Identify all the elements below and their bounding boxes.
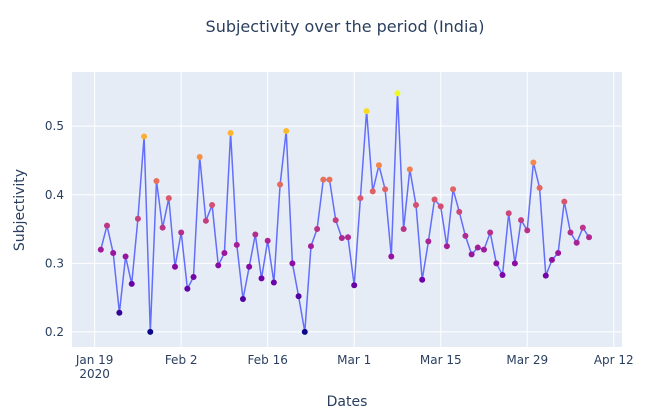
data-point xyxy=(233,241,240,248)
data-point xyxy=(456,208,463,215)
data-point xyxy=(561,198,568,205)
data-point xyxy=(326,176,333,183)
data-point xyxy=(252,231,259,238)
data-point xyxy=(301,328,308,335)
data-point xyxy=(134,215,141,222)
x-tick-label: Jan 19 2020 xyxy=(75,353,114,381)
data-point xyxy=(165,195,172,202)
data-point xyxy=(474,244,481,251)
y-tick-label: 0.4 xyxy=(45,188,64,202)
data-point xyxy=(153,178,160,185)
data-point xyxy=(579,224,586,231)
data-point xyxy=(406,166,413,173)
data-point xyxy=(190,274,197,281)
y-tick-label: 0.5 xyxy=(45,119,64,133)
data-point xyxy=(419,276,426,283)
y-axis-label: Subjectivity xyxy=(12,169,28,251)
data-point xyxy=(586,234,593,241)
data-point xyxy=(320,176,327,183)
data-point xyxy=(264,237,271,244)
chart-title: Subjectivity over the period (India) xyxy=(206,17,485,36)
data-point xyxy=(258,275,265,282)
data-point xyxy=(171,263,178,270)
data-point xyxy=(499,271,506,278)
x-tick-label: Apr 12 xyxy=(594,353,634,367)
data-point xyxy=(116,309,123,316)
data-point xyxy=(567,229,574,236)
data-point xyxy=(536,184,543,191)
data-point xyxy=(530,159,537,166)
data-point xyxy=(97,246,104,253)
data-point xyxy=(332,217,339,224)
x-axis-label: Dates xyxy=(327,394,368,410)
data-point xyxy=(542,272,549,279)
data-point xyxy=(400,226,407,233)
data-point xyxy=(202,217,209,224)
data-point xyxy=(141,133,148,140)
data-point xyxy=(443,243,450,250)
data-point xyxy=(270,279,277,286)
data-point xyxy=(431,196,438,203)
data-point xyxy=(104,222,111,229)
data-point xyxy=(518,217,525,224)
data-point xyxy=(215,262,222,269)
y-tick-label: 0.2 xyxy=(45,325,64,339)
data-point xyxy=(425,238,432,245)
data-point xyxy=(375,162,382,169)
data-point xyxy=(289,260,296,267)
data-point xyxy=(314,226,321,233)
data-point xyxy=(388,253,395,260)
data-point xyxy=(283,127,290,134)
data-point xyxy=(555,250,562,257)
x-tick-label: Mar 1 xyxy=(337,353,371,367)
data-point xyxy=(345,234,352,241)
data-point xyxy=(493,260,500,267)
data-point xyxy=(382,186,389,193)
data-point xyxy=(573,239,580,246)
x-tick-label: Mar 15 xyxy=(420,353,462,367)
x-tick-label: Feb 2 xyxy=(165,353,198,367)
data-line xyxy=(100,93,590,333)
data-point xyxy=(351,282,358,289)
data-point xyxy=(338,234,345,241)
data-point xyxy=(462,232,469,239)
data-point xyxy=(369,188,376,195)
data-point xyxy=(128,280,135,287)
data-point xyxy=(480,246,487,253)
data-point xyxy=(209,202,216,209)
data-point xyxy=(178,229,185,236)
data-point xyxy=(437,203,444,210)
data-point xyxy=(487,229,494,236)
plot-area xyxy=(72,72,622,347)
x-tick-label: Feb 16 xyxy=(248,353,288,367)
data-point xyxy=(450,186,457,193)
data-point xyxy=(221,250,228,257)
data-point xyxy=(413,202,420,209)
y-tick-label: 0.3 xyxy=(45,256,64,270)
data-point xyxy=(524,227,531,234)
data-point xyxy=(277,181,284,188)
x-tick-label: Mar 29 xyxy=(506,353,548,367)
data-point xyxy=(548,256,555,263)
data-point xyxy=(357,195,364,202)
data-point xyxy=(110,250,117,257)
data-point xyxy=(505,210,512,217)
data-point xyxy=(239,295,246,302)
data-point xyxy=(227,130,234,137)
data-point xyxy=(511,260,518,267)
data-point xyxy=(122,253,129,260)
data-point xyxy=(295,293,302,300)
data-point xyxy=(394,90,401,97)
data-point xyxy=(363,108,370,115)
data-point xyxy=(159,224,166,231)
data-point xyxy=(196,154,203,161)
data-point xyxy=(307,243,314,250)
data-point xyxy=(468,251,475,258)
data-point xyxy=(184,285,191,292)
data-point xyxy=(246,263,253,270)
data-point xyxy=(147,328,154,335)
